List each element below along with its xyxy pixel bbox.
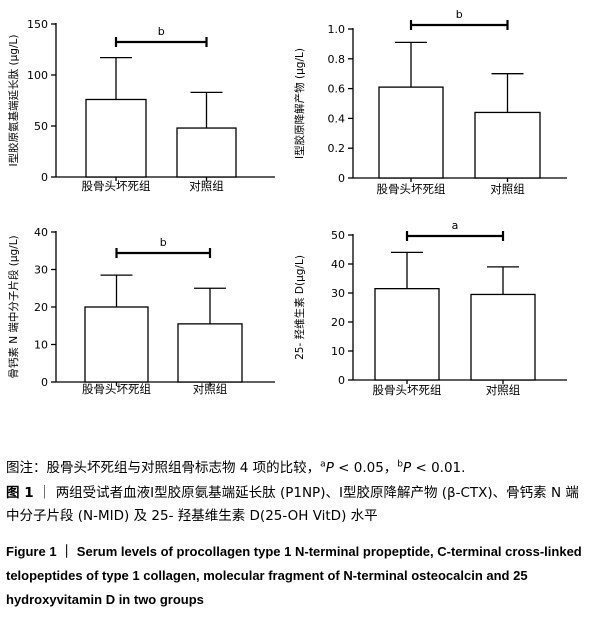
y-tick-label: 150 [27, 18, 48, 31]
y-axis-label: Ⅰ型胶原降解产物 (μg/L) [293, 48, 306, 159]
chart-3: 0 10 20 30 40 股骨头坏死组 对照组 b 骨钙素 N 端中分子片段 (μg/L) [7, 226, 275, 396]
y-tick-label: 30 [331, 287, 345, 300]
x-tick-label: 股骨头坏死组 [377, 182, 446, 196]
chart-4: 0 10 20 30 40 50 股骨头坏死组 对照组 a 25- 羟维生素 D(μg/L) [293, 219, 567, 397]
bar [176, 127, 237, 178]
figure-caption-cn: 图 1 ｜ 两组受试者血液Ⅰ型胶原氨基端延长肽 (P1NP)、Ⅰ型胶原降解产物 … [6, 482, 590, 528]
figure-title-cn: 两组受试者血液Ⅰ型胶原氨基端延长肽 (P1NP)、Ⅰ型胶原降解产物 (β-CTX… [6, 485, 579, 524]
x-tick-label: 股骨头坏死组 [373, 383, 442, 397]
figure-note: 图注：股骨头坏死组与对照组骨标志物 4 项的比较，aP < 0.05，bP < … [6, 458, 590, 478]
y-tick-label: 50 [331, 229, 345, 242]
significance-label: b [158, 25, 165, 38]
sup-a: a [320, 459, 326, 470]
figure-label: 图 1 [6, 485, 34, 501]
y-tick-label: 0.4 [328, 112, 346, 125]
p-symbol-a: P [325, 460, 334, 476]
bar [470, 293, 536, 381]
bar [177, 323, 243, 383]
y-tick-label: 0 [41, 376, 48, 389]
y-tick-label: 40 [34, 226, 48, 239]
p-value-a: < 0.05， [333, 460, 398, 476]
sup-b: b [397, 459, 404, 470]
y-tick-label: 0 [338, 374, 345, 387]
bar [85, 98, 147, 178]
bar [84, 306, 149, 383]
y-tick-label: 0.2 [328, 142, 346, 155]
p-value-b: < 0.01. [411, 460, 466, 476]
x-tick-label: 对照组 [193, 382, 228, 396]
note-prefix: 图注：股骨头坏死组与对照组骨标志物 4 项的比较， [6, 460, 321, 476]
y-tick-label: 10 [34, 339, 48, 352]
y-tick-label: 0 [338, 172, 345, 185]
chart-1: 0 50 100 150 股骨头坏死组 对照组 b Ⅰ型胶原氨基端延长肽 (μg/L) [7, 18, 275, 193]
x-tick-label: 股骨头坏死组 [82, 179, 151, 193]
y-tick-label: 0 [41, 171, 48, 184]
y-tick-label: 20 [34, 301, 48, 314]
chart-2: 0 0.2 0.4 0.6 0.8 1.0 股骨头坏死组 对照组 b Ⅰ型胶原降解产物 (μg/L… [293, 8, 567, 196]
x-tick-label: 对照组 [189, 179, 224, 193]
p-symbol-b: P [403, 460, 412, 476]
y-tick-label: 40 [331, 258, 345, 271]
y-tick-label: 30 [34, 264, 48, 277]
y-tick-label: 100 [27, 69, 48, 82]
y-tick-label: 0.6 [328, 83, 346, 96]
figure-caption-en: Figure 1 ｜ Serum levels of procollagen t… [6, 544, 582, 607]
significance-label: b [160, 236, 167, 249]
y-axis-label: 骨钙素 N 端中分子片段 (μg/L) [7, 235, 20, 378]
y-tick-label: 20 [331, 316, 345, 329]
y-tick-label: 50 [34, 120, 48, 133]
significance-label: b [456, 8, 463, 21]
y-axis-label: Ⅰ型胶原氨基端延长肽 (μg/L) [7, 35, 20, 167]
x-tick-label: 对照组 [486, 383, 521, 397]
y-tick-label: 0.8 [328, 53, 346, 66]
figure-label-sep: ｜ [33, 485, 56, 501]
y-tick-label: 1.0 [328, 23, 346, 36]
y-tick-label: 10 [331, 345, 345, 358]
bar [378, 86, 444, 179]
bar [474, 111, 541, 179]
x-tick-label: 股骨头坏死组 [82, 382, 151, 396]
significance-label: a [452, 219, 459, 232]
y-axis-label: 25- 羟维生素 D(μg/L) [293, 255, 306, 360]
bar [374, 287, 440, 381]
x-tick-label: 对照组 [490, 182, 525, 196]
